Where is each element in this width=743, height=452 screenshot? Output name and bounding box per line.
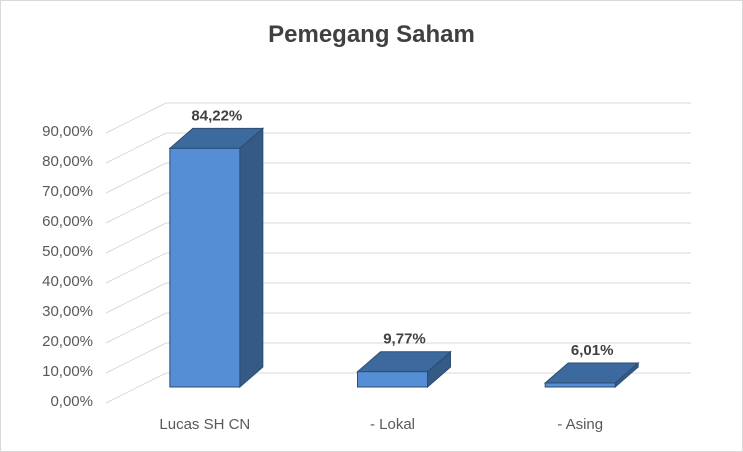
- y-tick-label: 60,00%: [42, 213, 93, 230]
- x-axis-categories: Lucas SH CN - Lokal - Asing: [159, 416, 603, 433]
- y-tick-label: 30,00%: [42, 303, 93, 320]
- bar: [356, 350, 452, 389]
- bars: [168, 127, 640, 389]
- category-label: - Lokal: [370, 416, 415, 433]
- data-label: 84,22%: [191, 107, 242, 124]
- y-tick-label: 40,00%: [42, 273, 93, 290]
- category-label: - Asing: [557, 416, 603, 433]
- bar: [168, 127, 265, 389]
- y-tick-label: 50,00%: [42, 243, 93, 260]
- data-label: 9,77%: [383, 331, 426, 348]
- y-tick-label: 70,00%: [42, 183, 93, 200]
- y-tick-label: 80,00%: [42, 153, 93, 170]
- y-axis-ticks: 0,00% 10,00% 20,00% 30,00% 40,00% 50,00% 60,00…: [42, 123, 93, 410]
- y-tick-label: 90,00%: [42, 123, 93, 140]
- data-labels: 84,22% 9,77% 6,01%: [191, 107, 613, 359]
- bar: [543, 361, 640, 389]
- chart-title: Pemegang Saham: [268, 21, 475, 48]
- category-label: Lucas SH CN: [159, 416, 250, 433]
- gridline: [105, 102, 691, 134]
- y-tick-label: 10,00%: [42, 363, 93, 380]
- y-tick-label: 0,00%: [50, 393, 93, 410]
- data-label: 6,01%: [571, 342, 614, 359]
- y-tick-label: 20,00%: [42, 333, 93, 350]
